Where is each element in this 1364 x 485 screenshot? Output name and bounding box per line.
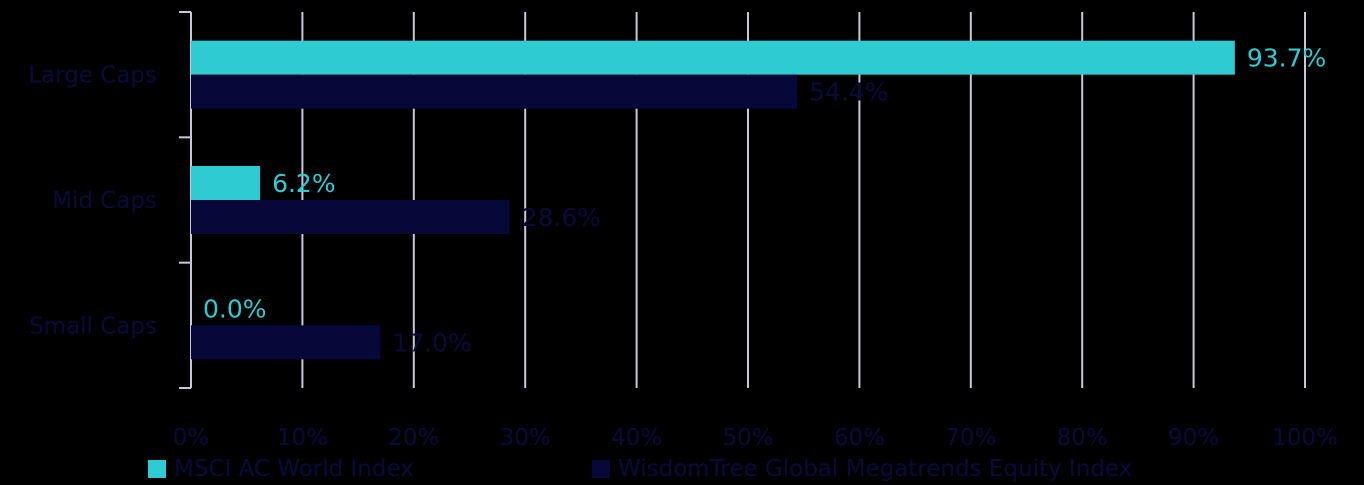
bar-wisdomtree-global-megatrends-equity-index-small-caps [191, 325, 381, 360]
bar-wisdomtree-global-megatrends-equity-index-large-caps [191, 74, 798, 109]
data-label-msci-ac-world-index-small-caps: 0.0% [203, 294, 267, 323]
legend-item-msci: MSCI AC World Index [148, 456, 414, 482]
category-labels: Large Caps Mid Caps Small Caps [28, 63, 157, 340]
data-label-msci-ac-world-index-large-caps: 93.7% [1247, 44, 1326, 73]
x-tick-label: 40% [611, 425, 662, 451]
bar-msci-ac-world-index-mid-caps [191, 166, 261, 200]
category-label-large-caps: Large Caps [28, 63, 157, 89]
legend-label-msci: MSCI AC World Index [174, 456, 414, 482]
data-label-wisdomtree-global-megatrends-equity-index-mid-caps: 28.6% [522, 203, 601, 232]
data-label-msci-ac-world-index-mid-caps: 6.2% [272, 169, 336, 198]
bar-wisdomtree-global-megatrends-equity-index-mid-caps [191, 200, 510, 234]
x-tick-label: 50% [722, 425, 773, 451]
category-label-small-caps: Small Caps [29, 313, 157, 339]
bar-msci-ac-world-index-large-caps [191, 40, 1235, 75]
legend-label-wisdomtree: WisdomTree Global Megatrends Equity Inde… [618, 456, 1133, 482]
x-tick-label: 10% [277, 425, 328, 451]
x-tick-label: 20% [388, 425, 439, 451]
legend-item-wisdomtree: WisdomTree Global Megatrends Equity Inde… [592, 456, 1132, 482]
category-axis [179, 11, 192, 389]
data-labels: 93.7% 54.4% 6.2% 28.6% 0.0% 17.0% [203, 44, 1326, 358]
bar-chart: Large Caps Mid Caps Small Caps 0% 10% 20% 30%… [28, 11, 1338, 451]
category-label-mid-caps: Mid Caps [52, 188, 157, 214]
legend-swatch-wisdomtree [592, 460, 610, 478]
x-tick-label: 60% [834, 425, 885, 451]
legend-swatch-msci [148, 460, 166, 478]
x-tick-label: 0% [173, 425, 210, 451]
x-tick-label: 100% [1272, 425, 1338, 451]
bars [191, 40, 1235, 360]
legend: MSCI AC World Index WisdomTree Global Me… [0, 456, 1364, 484]
data-label-wisdomtree-global-megatrends-equity-index-small-caps: 17.0% [392, 328, 471, 357]
x-tick-label: 80% [1057, 425, 1108, 451]
x-tick-label: 70% [945, 425, 996, 451]
data-label-wisdomtree-global-megatrends-equity-index-large-caps: 54.4% [809, 78, 888, 107]
x-tick-label: 90% [1168, 425, 1219, 451]
x-tick-labels: 0% 10% 20% 30% 40% 50% 60% 70% 80% 90% 100% [173, 425, 1338, 451]
x-tick-label: 30% [500, 425, 551, 451]
